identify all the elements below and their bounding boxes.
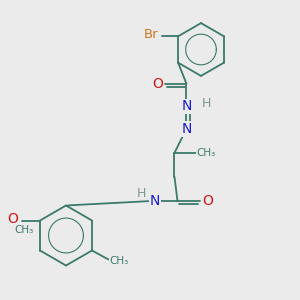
Text: O: O [202, 194, 213, 208]
Text: N: N [150, 194, 160, 208]
Text: N: N [181, 99, 192, 113]
Text: CH₃: CH₃ [110, 256, 129, 266]
Text: O: O [8, 212, 19, 226]
Text: CH₃: CH₃ [14, 225, 33, 235]
Text: O: O [152, 77, 164, 91]
Text: CH₃: CH₃ [196, 148, 216, 158]
Text: Br: Br [144, 28, 158, 41]
Text: H: H [201, 98, 211, 110]
Text: N: N [181, 122, 192, 136]
Text: H: H [137, 187, 146, 200]
